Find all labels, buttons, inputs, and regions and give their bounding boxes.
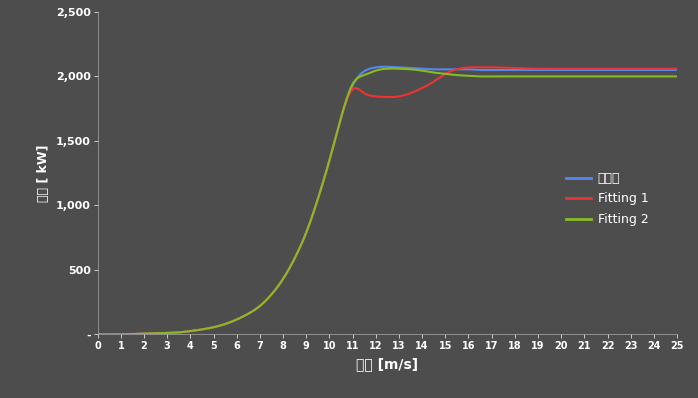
제조사 [94, 332, 102, 337]
제조사 [104, 332, 112, 337]
Fitting 1 [571, 66, 579, 71]
Legend: 제조사, Fitting 1, Fitting 2: 제조사, Fitting 1, Fitting 2 [561, 167, 653, 231]
Fitting 1 [673, 66, 681, 71]
Fitting 2 [661, 74, 669, 79]
Fitting 2 [370, 69, 378, 74]
Fitting 2 [388, 66, 396, 71]
Fitting 1 [370, 94, 378, 99]
Line: Fitting 1: Fitting 1 [98, 67, 677, 334]
Line: Fitting 2: Fitting 2 [98, 68, 677, 334]
Fitting 1 [408, 90, 417, 95]
제조사 [382, 64, 390, 69]
Line: 제조사: 제조사 [98, 67, 677, 334]
Fitting 1 [373, 94, 382, 99]
제조사 [373, 65, 382, 70]
X-axis label: 풍속 [m/s]: 풍속 [m/s] [356, 357, 419, 371]
제조사 [409, 66, 417, 70]
Fitting 2 [673, 74, 681, 79]
Fitting 1 [440, 72, 448, 77]
Fitting 2 [373, 68, 382, 72]
Fitting 1 [468, 65, 477, 70]
Fitting 2 [104, 332, 112, 337]
제조사 [571, 68, 579, 72]
Fitting 1 [104, 332, 112, 337]
Fitting 1 [661, 66, 669, 71]
Fitting 2 [409, 67, 417, 72]
Fitting 2 [440, 71, 449, 76]
제조사 [661, 68, 669, 72]
Fitting 2 [571, 74, 579, 79]
제조사 [673, 68, 681, 72]
Fitting 1 [94, 332, 102, 337]
제조사 [440, 67, 449, 72]
Y-axis label: 출력 [ kW]: 출력 [ kW] [38, 144, 50, 202]
Fitting 2 [94, 332, 102, 337]
제조사 [370, 65, 378, 70]
